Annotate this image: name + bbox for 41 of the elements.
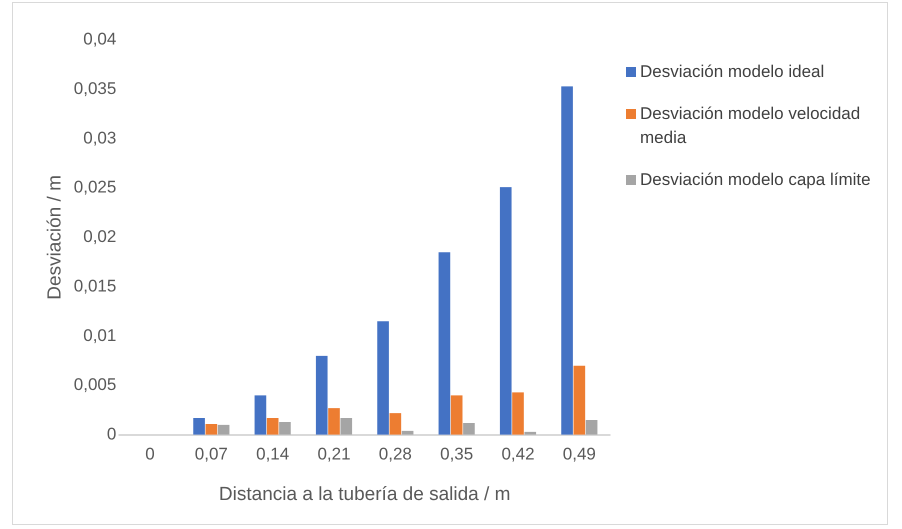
y-tick-label: 0,03 [83, 128, 116, 148]
bar [463, 422, 475, 435]
x-tick-label: 0,42 [501, 444, 535, 464]
x-tick-label: 0,07 [194, 444, 228, 464]
y-tick-label: 0 [106, 424, 116, 444]
bar [561, 86, 573, 435]
bar [574, 366, 586, 435]
y-tick-label: 0,025 [74, 178, 116, 197]
bar [500, 187, 512, 435]
x-tick-label: 0,14 [256, 444, 290, 464]
bar [340, 418, 352, 435]
bar [193, 418, 205, 435]
bar [206, 424, 218, 435]
legend-label: Desviación modelo velocidad media [640, 103, 862, 149]
bar [279, 422, 291, 435]
y-tick-label: 0,04 [83, 30, 116, 49]
legend-label: Desviación modelo ideal [640, 61, 824, 83]
x-tick-label: 0,35 [440, 444, 474, 464]
x-tick-label: 0,49 [562, 444, 596, 464]
x-tick-label: 0,21 [317, 444, 351, 464]
y-tick-label: 0,035 [74, 79, 116, 98]
bar [450, 395, 462, 435]
bar [254, 395, 266, 435]
bar [316, 356, 328, 435]
bar [218, 424, 230, 435]
x-tick-label: 0,28 [378, 444, 412, 464]
bar [438, 252, 450, 435]
y-tick-label: 0,01 [83, 326, 116, 345]
y-tick-label: 0,005 [74, 375, 116, 394]
y-tick-label: 0,02 [83, 227, 116, 246]
y-tick-label: 0,015 [74, 276, 116, 296]
legend-label: Desviación modelo capa límite [640, 169, 871, 191]
bar [266, 418, 278, 435]
y-axis-title: Desviación / m [44, 175, 66, 300]
bar [512, 392, 524, 435]
x-axis-title: Distancia a la tubería de salida / m [218, 484, 510, 505]
x-tick-label: 0 [145, 444, 155, 464]
bar [377, 321, 389, 435]
bar [586, 420, 598, 435]
bar [390, 413, 402, 435]
bar [328, 408, 340, 435]
